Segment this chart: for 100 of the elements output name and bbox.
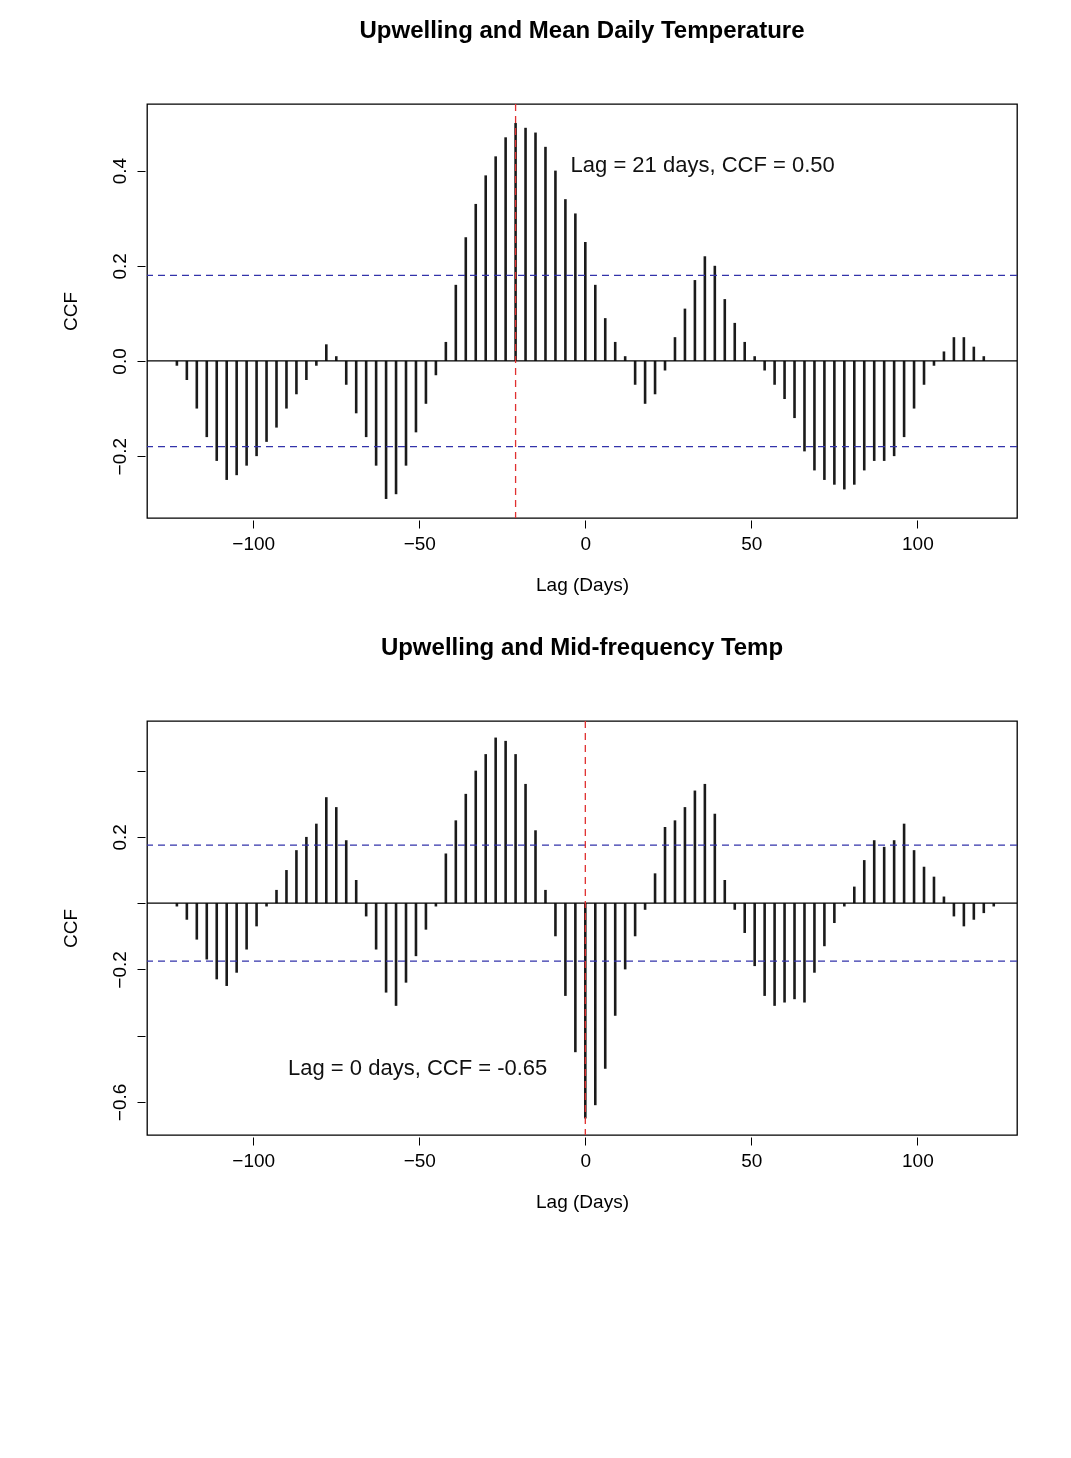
bar: [783, 360, 786, 400]
bar: [275, 889, 278, 904]
bar: [245, 903, 248, 950]
bar: [603, 318, 607, 361]
bar: [554, 170, 557, 361]
bar: [823, 903, 826, 947]
bar: [803, 903, 806, 1003]
bar: [494, 156, 497, 361]
bar: [803, 360, 806, 452]
x-tick-label: −50: [403, 532, 436, 554]
bar: [504, 740, 507, 904]
y-axis-title: CCF: [59, 291, 81, 332]
bar: [783, 903, 786, 1003]
bar: [564, 903, 567, 996]
annotation: Lag = 21 days, CCF = 0.50: [570, 152, 835, 178]
bar: [753, 903, 756, 967]
y-tick-label: −0.2: [108, 437, 130, 476]
bar: [205, 903, 209, 960]
bar: [225, 903, 228, 986]
y-tick-label: 0.2: [108, 253, 130, 280]
bar: [325, 344, 328, 361]
bar: [315, 823, 318, 904]
bar: [843, 360, 846, 490]
bar: [305, 836, 308, 904]
bar: [584, 242, 587, 361]
bar: [833, 360, 836, 485]
bar: [255, 903, 258, 927]
bar: [852, 360, 856, 485]
bar: [534, 132, 537, 361]
annotation: Lag = 0 days, CCF = -0.65: [288, 1055, 548, 1081]
bar: [743, 341, 747, 361]
bar: [564, 199, 567, 361]
bar: [285, 870, 288, 904]
bar: [852, 886, 856, 904]
bar: [793, 360, 796, 419]
bar: [494, 737, 497, 904]
bar: [593, 284, 597, 361]
bar: [235, 360, 238, 476]
bar: [793, 903, 796, 1000]
y-tick-label: −0.2: [108, 951, 130, 989]
bar: [305, 360, 308, 380]
y-tick-label: 0.0: [108, 348, 130, 375]
x-tick-label: 50: [741, 1149, 763, 1171]
bar: [344, 360, 348, 385]
bar: [723, 299, 727, 361]
bar: [334, 807, 338, 904]
x-tick-label: −100: [232, 532, 276, 554]
bar: [285, 360, 288, 409]
bar: [544, 146, 547, 361]
bar: [733, 322, 737, 361]
bar: [205, 360, 209, 438]
bar: [872, 360, 876, 461]
x-tick-label: 50: [741, 532, 763, 554]
bar: [484, 175, 487, 361]
bar: [295, 360, 298, 395]
bar: [504, 137, 507, 361]
bar: [833, 903, 836, 924]
y-tick-label: 0.2: [108, 824, 130, 851]
bar: [574, 213, 577, 361]
bar: [275, 360, 278, 428]
bar: [215, 903, 219, 980]
bar: [823, 360, 826, 480]
bar: [862, 360, 866, 471]
bar: [344, 840, 348, 904]
bar: [255, 360, 258, 457]
bar: [474, 770, 478, 904]
bar: [872, 840, 876, 904]
x-axis-title: Lag (Days): [536, 573, 629, 595]
bar: [215, 360, 219, 461]
y-axis-title: CCF: [59, 908, 81, 949]
bar: [862, 860, 866, 904]
bar: [325, 797, 328, 904]
bar: [813, 903, 816, 973]
bar: [225, 360, 228, 480]
bar: [613, 341, 617, 361]
bar: [235, 903, 238, 973]
x-tick-label: −100: [232, 1149, 276, 1171]
y-tick-label: 0.4: [108, 157, 130, 185]
bar: [773, 360, 776, 385]
y-tick-label: −0.6: [108, 1083, 130, 1122]
bar: [484, 754, 487, 904]
bar: [743, 903, 747, 933]
bar: [464, 237, 468, 361]
bar: [544, 889, 547, 904]
bar: [295, 850, 298, 904]
x-tick-label: 0: [580, 532, 592, 554]
x-axis-title: Lag (Days): [536, 1190, 629, 1212]
bar: [534, 830, 537, 904]
chart-title: Upwelling and Mid-frequency Temp: [380, 633, 784, 661]
x-tick-label: −50: [403, 1149, 436, 1171]
bar: [613, 903, 617, 1016]
bar: [245, 360, 248, 466]
bar: [554, 903, 557, 937]
bar: [763, 903, 766, 996]
bar: [265, 360, 268, 442]
bar: [464, 793, 468, 904]
bar: [474, 203, 478, 361]
x-tick-label: 100: [902, 1149, 934, 1171]
chart-title: Upwelling and Mean Daily Temperature: [359, 16, 805, 44]
bar: [524, 783, 527, 904]
